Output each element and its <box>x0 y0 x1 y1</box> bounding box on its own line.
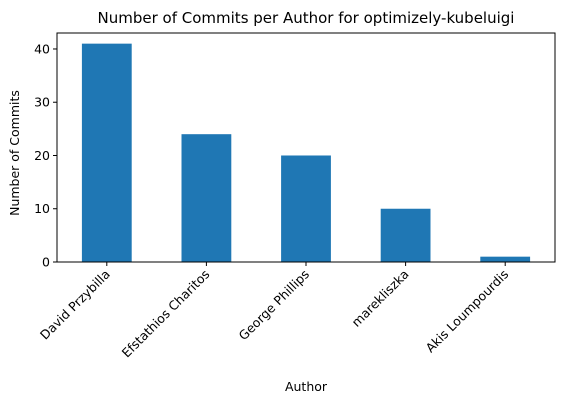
bar <box>181 134 232 262</box>
y-axis-label: Number of Commits <box>7 90 22 216</box>
x-tick-label: Akis Loumpourdis <box>423 267 512 356</box>
y-tick-label: 0 <box>42 255 50 270</box>
x-tick-label: Efstathios Charitos <box>119 267 213 361</box>
y-tick-label: 30 <box>34 95 50 110</box>
x-tick-label: George Phillips <box>236 267 313 344</box>
bar <box>81 43 132 263</box>
plot-area: 0 10 20 30 40 David Przybilla Efstathios Chari… <box>34 32 556 361</box>
x-tick-label: marekliszka <box>349 267 412 330</box>
bar <box>380 208 431 262</box>
bar <box>281 155 331 262</box>
x-axis-label: Author <box>285 379 328 394</box>
bar <box>480 256 531 262</box>
x-tick-label: David Przybilla <box>37 267 113 343</box>
y-tick-label: 20 <box>34 148 50 163</box>
chart-title: Number of Commits per Author for optimiz… <box>98 9 515 27</box>
y-tick-label: 40 <box>34 41 50 56</box>
y-tick-label: 10 <box>34 201 50 216</box>
